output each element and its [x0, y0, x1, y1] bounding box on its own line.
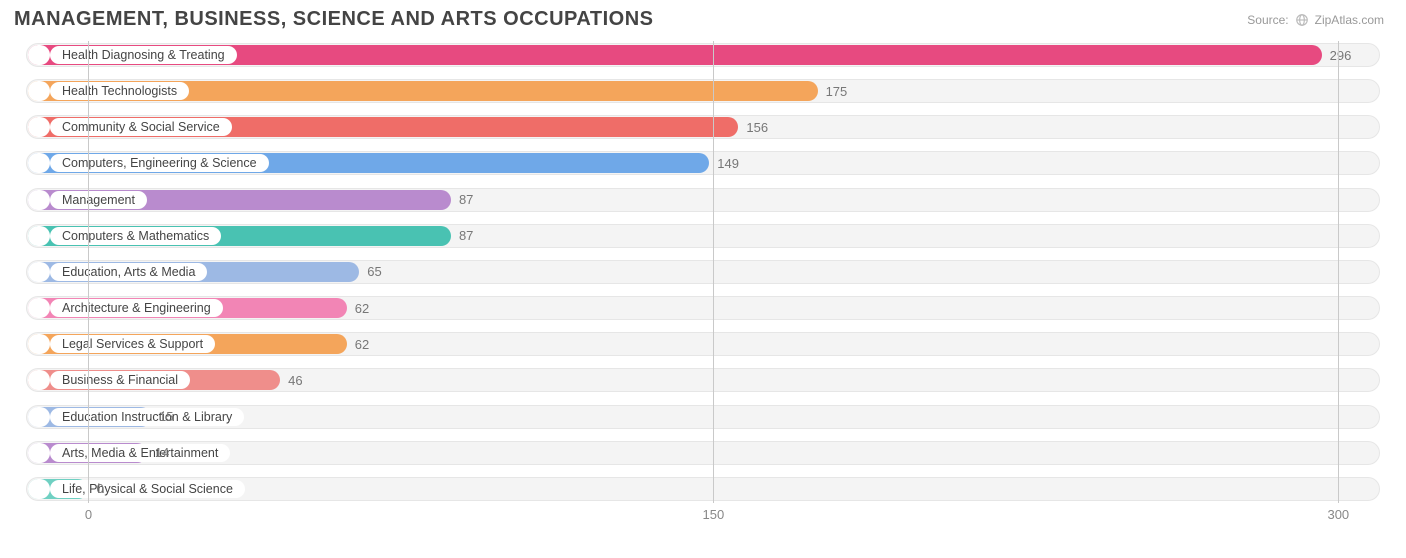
bar-row: Management 87 — [26, 186, 1380, 214]
bar-value: 14 — [155, 439, 169, 467]
plot-region: Health Diagnosing & Treating 296 Health Te… — [26, 41, 1380, 503]
bar-row: Legal Services & Support 62 — [26, 330, 1380, 358]
bar-label: Arts, Media & Entertainment — [50, 444, 230, 462]
bar-label: Architecture & Engineering — [50, 299, 223, 317]
bar-cap — [28, 298, 50, 318]
chart-title: MANAGEMENT, BUSINESS, SCIENCE AND ARTS O… — [14, 8, 1392, 31]
bar-label: Business & Financial — [50, 371, 190, 389]
chart-container: MANAGEMENT, BUSINESS, SCIENCE AND ARTS O… — [0, 0, 1406, 558]
bar-value: 65 — [367, 258, 381, 286]
bar-row: Computers, Engineering & Science 149 — [26, 149, 1380, 177]
bar-cap — [28, 226, 50, 246]
bar-cap — [28, 334, 50, 354]
bar-cap — [28, 190, 50, 210]
bar-cap — [28, 479, 50, 499]
bar-label: Education, Arts & Media — [50, 263, 207, 281]
bar-label: Legal Services & Support — [50, 335, 215, 353]
bar-row: Architecture & Engineering 62 — [26, 294, 1380, 322]
bar-row: Computers & Mathematics 87 — [26, 222, 1380, 250]
bar-row: Education Instruction & Library15 — [26, 403, 1380, 431]
bar-cap — [28, 443, 50, 463]
bar-row: Health Technologists 175 — [26, 77, 1380, 105]
globe-icon — [1295, 13, 1309, 27]
source-name: ZipAtlas.com — [1315, 13, 1384, 27]
bar-value: 156 — [746, 113, 768, 141]
x-tick-label: 150 — [703, 507, 725, 522]
gridline — [1338, 41, 1339, 503]
x-tick-label: 0 — [85, 507, 92, 522]
bar-value: 62 — [355, 330, 369, 358]
bar-row: Education, Arts & Media 65 — [26, 258, 1380, 286]
bar-label: Community & Social Service — [50, 118, 232, 136]
bar-cap — [28, 407, 50, 427]
bar-row: Health Diagnosing & Treating 296 — [26, 41, 1380, 69]
bar-cap — [28, 262, 50, 282]
chart-area: Health Diagnosing & Treating 296 Health Te… — [14, 35, 1392, 535]
bars-group: Health Diagnosing & Treating 296 Health Te… — [26, 41, 1380, 503]
bar-cap — [28, 370, 50, 390]
bar-row: Business & Financial 46 — [26, 366, 1380, 394]
bar-label: Education Instruction & Library — [50, 408, 244, 426]
bar-cap — [28, 117, 50, 137]
bar-value: 87 — [459, 222, 473, 250]
bar-value: 87 — [459, 186, 473, 214]
bar-row: Arts, Media & Entertainment14 — [26, 439, 1380, 467]
bar-cap — [28, 81, 50, 101]
bar-value: 175 — [826, 77, 848, 105]
bar-label: Management — [50, 191, 147, 209]
bar-label: Life, Physical & Social Science — [50, 480, 245, 498]
x-tick-label: 300 — [1327, 507, 1349, 522]
bar-cap — [28, 45, 50, 65]
bar-value: 296 — [1330, 41, 1352, 69]
bar-row: Community & Social Service 156 — [26, 113, 1380, 141]
source-attribution: Source: ZipAtlas.com — [1247, 13, 1384, 27]
gridline — [713, 41, 714, 503]
bar-value: 62 — [355, 294, 369, 322]
bar-row: Life, Physical & Social Science0 — [26, 475, 1380, 503]
bar-value: 0 — [96, 475, 103, 503]
bar-label: Computers & Mathematics — [50, 227, 221, 245]
bar-value: 149 — [717, 149, 739, 177]
bar-label: Health Diagnosing & Treating — [50, 46, 237, 64]
gridline — [88, 41, 89, 503]
bar-value: 15 — [159, 403, 173, 431]
x-axis: 0 150 300 — [26, 507, 1380, 529]
bar-label: Health Technologists — [50, 82, 189, 100]
bar-value: 46 — [288, 366, 302, 394]
source-label: Source: — [1247, 13, 1288, 27]
bar-label: Computers, Engineering & Science — [50, 154, 269, 172]
